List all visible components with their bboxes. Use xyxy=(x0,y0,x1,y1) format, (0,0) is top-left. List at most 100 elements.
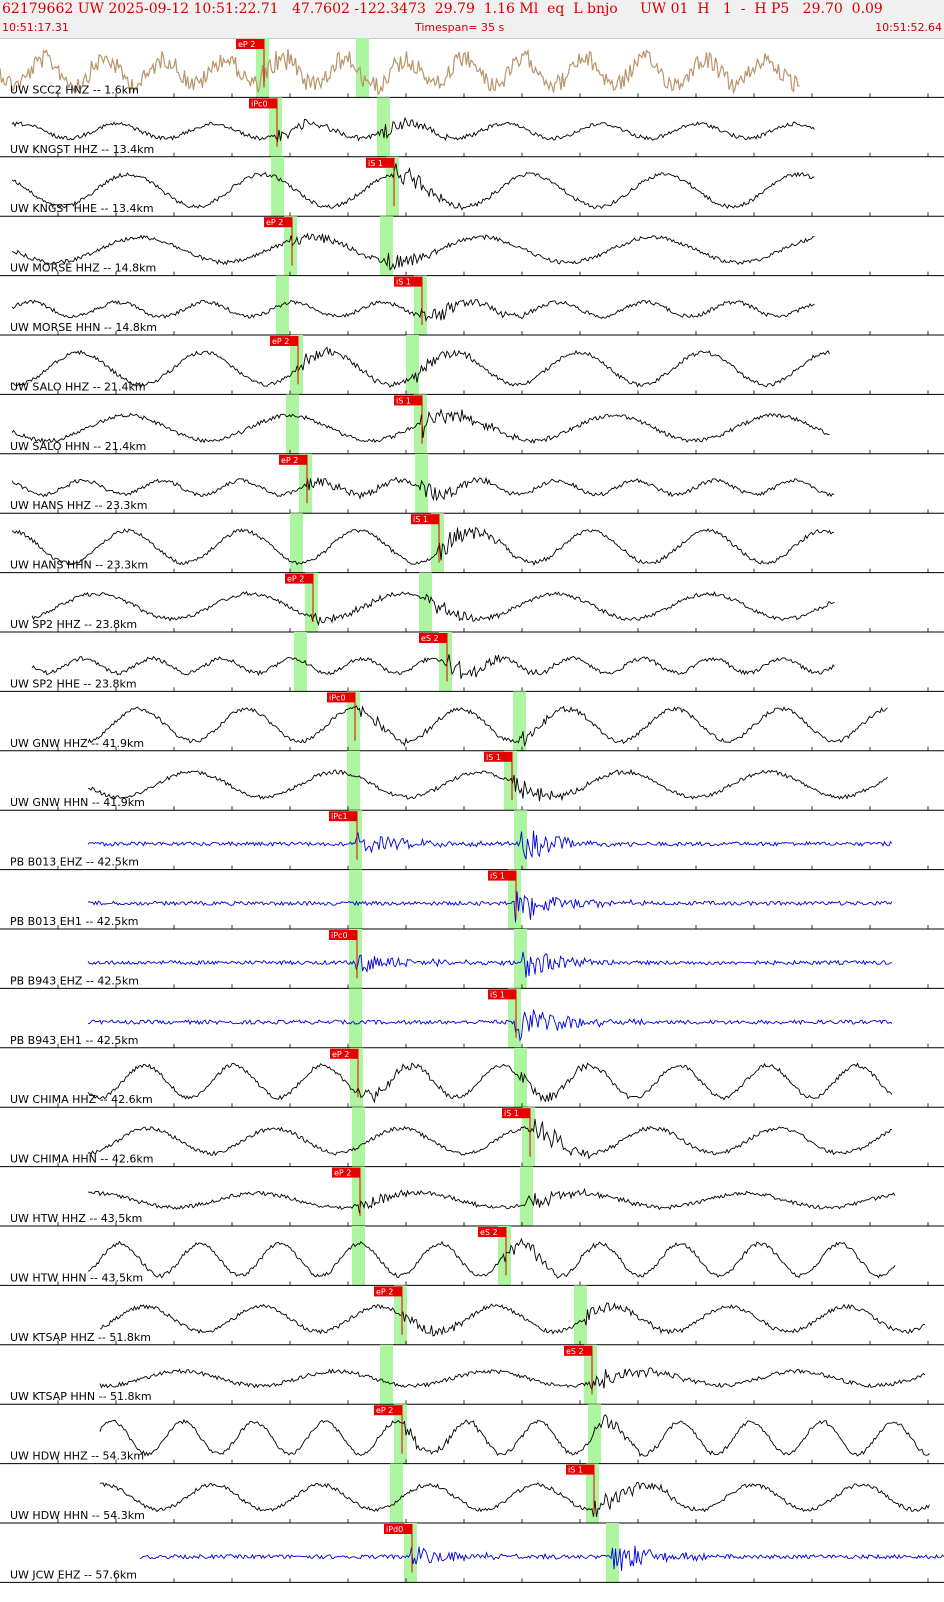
phase-pick-marker[interactable] xyxy=(374,1286,402,1297)
phase-pick-marker[interactable] xyxy=(264,217,292,228)
phase-pick-marker[interactable] xyxy=(236,39,264,49)
phase-pick-marker[interactable] xyxy=(488,870,516,881)
trace-row[interactable]: iPc1 PB B013 EHZ -- 42.5km xyxy=(0,810,944,871)
waveform-trace[interactable] xyxy=(11,299,815,323)
trace-row[interactable]: iS 1 UW CHIMA HHN -- 42.6km xyxy=(0,1107,944,1168)
phase-pick-marker[interactable] xyxy=(329,811,357,822)
waveform-trace[interactable] xyxy=(87,1237,896,1279)
trace-row[interactable]: iS 1 UW GNW HHN -- 41.9km xyxy=(0,750,944,811)
trace-row[interactable]: iS 1 UW KNGST HHE -- 13.4km xyxy=(0,156,944,217)
phase-pick-label: iPc0 xyxy=(329,693,346,702)
waveform-trace[interactable] xyxy=(139,1545,944,1572)
phase-pick-marker[interactable] xyxy=(564,1345,592,1356)
pick-window-band xyxy=(390,1463,403,1523)
trace-row[interactable]: eS 2 UW KTSAP HHN -- 51.8km xyxy=(0,1344,944,1405)
header-bar: 62179662 UW 2025-09-12 10:51:22.71 47.76… xyxy=(0,0,944,39)
pick-window-band xyxy=(584,1344,597,1405)
pick-window-band xyxy=(386,156,399,217)
waveform-trace[interactable] xyxy=(11,116,815,143)
phase-pick-marker[interactable] xyxy=(478,1227,506,1237)
trace-panel[interactable]: eP 2 UW SCC2 HNZ -- 1.6km iPc0 UW KNGST HHZ… xyxy=(0,38,944,1598)
waveform-trace[interactable] xyxy=(99,1414,930,1457)
trace-row[interactable]: iS 1 PB B013 EH1 -- 42.5km xyxy=(0,869,944,930)
event-summary: 62179662 UW 2025-09-12 10:51:22.71 47.76… xyxy=(2,1,883,17)
trace-row[interactable]: iS 1 UW HDW HHN -- 54.3km xyxy=(0,1463,944,1524)
channel-label: UW HTW HHN -- 43.5km xyxy=(10,1271,143,1284)
waveform-trace[interactable] xyxy=(11,476,835,502)
trace-row[interactable]: eP 2 UW SCC2 HNZ -- 1.6km xyxy=(0,38,944,98)
trace-row[interactable]: eP 2 UW HANS HHZ -- 23.3km xyxy=(0,453,944,514)
waveform-trace[interactable] xyxy=(31,590,835,627)
channel-label: UW KNGST HHE -- 13.4km xyxy=(10,202,154,215)
phase-pick-marker[interactable] xyxy=(285,573,313,584)
phase-pick-label: iS 1 xyxy=(396,278,411,287)
waveform-trace[interactable] xyxy=(87,1009,893,1042)
pick-window-band xyxy=(269,97,282,157)
trace-row[interactable]: iPc0 UW KNGST HHZ -- 13.4km xyxy=(0,97,944,158)
pick-window-band xyxy=(290,335,303,395)
phase-pick-marker[interactable] xyxy=(394,276,422,287)
phase-pick-marker[interactable] xyxy=(419,633,447,643)
waveform-trace[interactable] xyxy=(11,527,835,566)
phase-pick-marker[interactable] xyxy=(374,1405,402,1416)
pick-window-band xyxy=(377,97,390,157)
phase-pick-label: eP 2 xyxy=(238,40,255,49)
phase-pick-marker[interactable] xyxy=(332,1167,360,1178)
waveform-trace[interactable] xyxy=(87,1118,893,1160)
trace-row[interactable]: eS 2 UW HTW HHN -- 43.5km xyxy=(0,1226,944,1286)
trace-row[interactable]: eP 2 UW SALO HHZ -- 21.4km xyxy=(0,335,944,395)
trace-row[interactable]: iS 1 PB B943 EH1 -- 42.5km xyxy=(0,988,944,1049)
waveform-trace[interactable] xyxy=(87,830,893,860)
waveform-trace[interactable] xyxy=(31,654,835,679)
trace-row[interactable]: iS 1 UW HANS HHN -- 23.3km xyxy=(0,513,944,574)
phase-pick-marker[interactable] xyxy=(249,98,277,109)
trace-row[interactable]: eP 2 UW HDW HHZ -- 54.3km xyxy=(0,1404,944,1465)
phase-pick-marker[interactable] xyxy=(488,989,516,1000)
waveform-trace[interactable] xyxy=(87,951,893,978)
waveform-trace[interactable] xyxy=(87,891,893,923)
trace-row[interactable]: iPc0 UW GNW HHZ -- 41.9km xyxy=(0,691,944,752)
trace-row[interactable]: eS 2 UW SP2 HHE -- 23.8km xyxy=(0,632,944,692)
phase-pick-marker[interactable] xyxy=(327,692,355,703)
trace-row[interactable]: iPd0 UW JCW EHZ -- 57.6km xyxy=(0,1523,944,1583)
waveform-trace[interactable] xyxy=(87,705,888,747)
phase-pick-label: iS 1 xyxy=(396,396,411,405)
trace-row[interactable]: eP 2 UW CHIMA HHZ -- 42.6km xyxy=(0,1047,944,1108)
trace-row[interactable]: iS 1 UW SALO HHN -- 21.4km xyxy=(0,394,944,455)
waveform-trace[interactable] xyxy=(11,346,830,388)
waveform-trace[interactable] xyxy=(87,1187,896,1214)
phase-pick-marker[interactable] xyxy=(484,751,512,762)
phase-pick-marker[interactable] xyxy=(411,514,439,525)
phase-pick-label: iS 1 xyxy=(486,753,501,762)
phase-pick-marker[interactable] xyxy=(330,1048,358,1059)
phase-pick-marker[interactable] xyxy=(366,157,394,168)
trace-row[interactable]: iS 1 UW MORSE HHN -- 14.8km xyxy=(0,275,944,336)
waveform-trace[interactable] xyxy=(99,1302,926,1337)
trace-row[interactable]: eP 2 UW SP2 HHZ -- 23.8km xyxy=(0,572,944,633)
waveform-canvas[interactable]: eP 2 UW SCC2 HNZ -- 1.6km iPc0 UW KNGST HHZ… xyxy=(0,38,944,1598)
trace-row[interactable]: eP 2 UW HTW HHZ -- 43.5km xyxy=(0,1166,944,1227)
phase-pick-marker[interactable] xyxy=(279,454,307,465)
waveform-trace[interactable] xyxy=(87,768,888,802)
phase-pick-marker[interactable] xyxy=(270,336,298,346)
trace-row[interactable]: eP 2 UW MORSE HHZ -- 14.8km xyxy=(0,216,944,277)
phase-pick-label: iS 1 xyxy=(490,872,505,881)
waveform-trace[interactable] xyxy=(11,408,830,445)
waveform-trace[interactable] xyxy=(0,48,800,96)
phase-pick-marker[interactable] xyxy=(394,395,422,406)
waveform-trace[interactable] xyxy=(87,1062,893,1104)
phase-pick-marker[interactable] xyxy=(329,930,357,940)
waveform-trace[interactable] xyxy=(11,232,815,271)
channel-label: UW KTSAP HHN -- 51.8km xyxy=(10,1390,152,1403)
channel-label: UW KNGST HHZ -- 13.4km xyxy=(10,143,154,156)
waveform-trace[interactable] xyxy=(99,1367,926,1392)
waveform-trace[interactable] xyxy=(99,1481,930,1518)
phase-pick-label: eP 2 xyxy=(281,456,298,465)
trace-row[interactable]: eP 2 UW KTSAP HHZ -- 51.8km xyxy=(0,1285,944,1346)
channel-label: UW SCC2 HNZ -- 1.6km xyxy=(10,83,139,96)
trace-row[interactable]: iPc0 PB B943 EHZ -- 42.5km xyxy=(0,929,944,989)
waveform-trace[interactable] xyxy=(11,163,815,211)
phase-pick-marker[interactable] xyxy=(502,1108,530,1119)
phase-pick-marker[interactable] xyxy=(566,1464,594,1475)
phase-pick-marker[interactable] xyxy=(384,1524,412,1534)
